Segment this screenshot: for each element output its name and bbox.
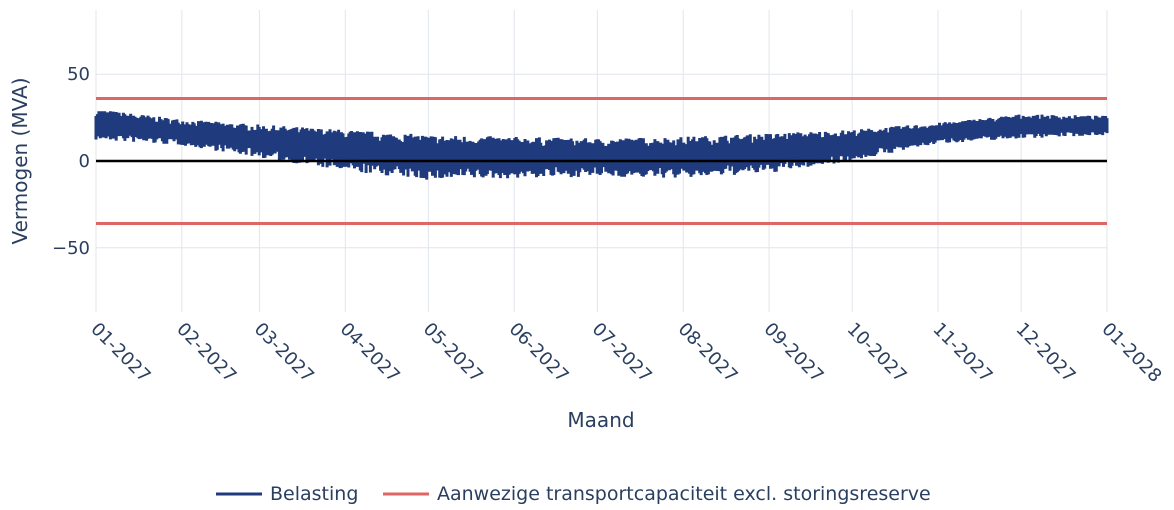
y-axis-title: Vermogen (MVA) — [8, 77, 32, 244]
series-belasting — [94, 111, 1109, 180]
x-tick-label: 01-2028 — [1097, 319, 1165, 387]
x-tick-label: 07-2027 — [588, 319, 656, 387]
legend[interactable]: Belasting Aanwezige transportcapaciteit … — [216, 483, 931, 505]
x-axis-title: Maand — [567, 408, 634, 432]
x-tick-label: 05-2027 — [419, 319, 487, 387]
y-tick-label: 0 — [79, 151, 90, 172]
y-tick-label: 50 — [67, 64, 90, 85]
x-tick-label: 11-2027 — [928, 319, 996, 387]
x-tick-label: 01-2027 — [86, 319, 154, 387]
x-tick-label: 06-2027 — [505, 319, 573, 387]
x-axis-ticks: 01-2027 02-2027 03-2027 04-2027 05-2027 06-20… — [86, 319, 1165, 387]
x-tick-label: 02-2027 — [172, 319, 240, 387]
y-axis-ticks: 50 0 −50 — [52, 64, 90, 259]
x-tick-label: 10-2027 — [843, 319, 911, 387]
series-transportcapaciteit — [96, 97, 1107, 225]
legend-label-transportcapaciteit: Aanwezige transportcapaciteit excl. stor… — [437, 483, 931, 505]
belasting-core — [96, 117, 1107, 166]
legend-item-transportcapaciteit[interactable]: Aanwezige transportcapaciteit excl. stor… — [383, 483, 931, 505]
belasting-band — [94, 111, 1109, 180]
legend-item-belasting[interactable]: Belasting — [216, 483, 358, 505]
legend-label-belasting: Belasting — [270, 483, 358, 505]
x-tick-label: 04-2027 — [336, 319, 404, 387]
x-tick-label: 03-2027 — [250, 319, 318, 387]
x-tick-label: 12-2027 — [1012, 319, 1080, 387]
y-tick-label: −50 — [52, 238, 90, 259]
x-tick-label: 09-2027 — [760, 319, 828, 387]
x-tick-label: 08-2027 — [674, 319, 742, 387]
